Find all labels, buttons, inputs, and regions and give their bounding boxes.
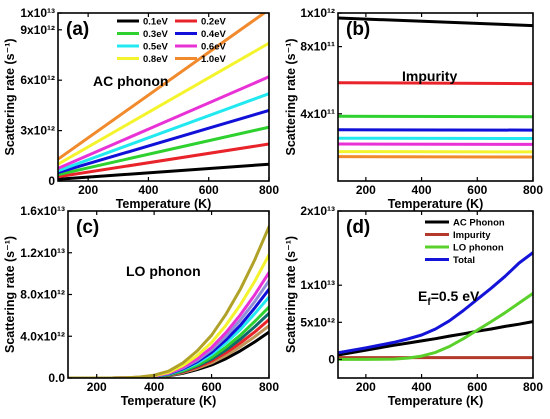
x-tick-label: 200 <box>356 380 376 394</box>
x-tick-label: 400 <box>412 380 432 394</box>
y-tick-label: 0 <box>48 174 55 188</box>
series-line-extra4 <box>68 225 269 378</box>
series-line-0-2ev <box>58 142 269 179</box>
y-tick-label: 5x10¹² <box>300 315 335 329</box>
x-tick-label: 600 <box>202 380 222 394</box>
legend-label: 0.2eV <box>201 17 226 28</box>
y-tick-label: 3x10¹² <box>20 124 55 138</box>
series-line-0-5ev <box>58 92 269 173</box>
x-tick-label: 600 <box>467 183 487 197</box>
series-group <box>68 225 269 378</box>
legend-panel-a: 0.1eV 0.2eV 0.3eV 0.4eV 0.5eV 0.6eV 0.8eV 1.0eV <box>117 17 226 65</box>
x-axis-title: Temperature (K) <box>388 197 484 211</box>
legend-label: 0.8eV <box>143 54 168 65</box>
y-tick-label: 1.6x10¹³ <box>20 204 65 218</box>
panel-a: 200 400 600 800 0 3x10¹² 6x10¹² 9x10¹² 1x10¹³ Tem… <box>3 6 279 211</box>
series-line-total <box>338 251 533 355</box>
series-line-0.1eV <box>338 16 533 28</box>
x-axis-title: Temperature (K) <box>121 394 217 408</box>
panel-label: (c) <box>76 217 99 238</box>
series-line-0-1ev <box>58 162 269 181</box>
y-tick-label: 2x10¹³ <box>300 204 335 218</box>
panel-title-impurity: Impurity <box>402 68 457 84</box>
x-tick-label: 400 <box>144 380 164 394</box>
legend-label: Impurity <box>453 230 491 241</box>
y-tick-label: 1.2x10¹³ <box>20 246 65 260</box>
x-tick-label: 800 <box>259 183 279 197</box>
plot-frame <box>337 210 534 379</box>
y-tick-label: 1x10¹³ <box>20 6 55 20</box>
y-axis-title: Scattering rate (s⁻¹) <box>3 236 17 353</box>
series-line-lo-phonon <box>338 291 533 361</box>
panel-c: 200 400 600 800 0.0 4.0x10¹² 8.0x10¹² 1.2x10¹³ 1… <box>3 204 279 408</box>
series-group <box>338 251 533 361</box>
series-line-0-6ev <box>58 75 269 170</box>
x-tick-label: 600 <box>199 183 219 197</box>
y-axis-title: Scattering rate (s⁻¹) <box>3 38 17 155</box>
panel-title-ac-phonon: AC phonon <box>93 73 168 89</box>
legend-label: 0.4eV <box>201 29 226 40</box>
x-tick-label: 200 <box>78 183 98 197</box>
fermi-e: E <box>418 288 427 304</box>
plot-frame <box>337 12 534 182</box>
x-axis-title: Temperature (K) <box>388 394 484 408</box>
y-tick-label: 4.0x10¹² <box>20 329 65 343</box>
fermi-value: =0.5 eV <box>431 288 480 304</box>
y-tick-label: 4x10¹¹ <box>300 107 335 121</box>
x-tick-label: 200 <box>356 183 376 197</box>
legend-label: Total <box>453 255 475 266</box>
legend-label: AC Phonon <box>453 218 505 229</box>
x-tick-label: 800 <box>523 380 543 394</box>
y-tick-label: 1x10¹³ <box>300 278 335 292</box>
series-line-1-0ev <box>58 13 267 161</box>
fermi-sub: f <box>427 297 431 308</box>
series-group <box>338 16 533 159</box>
legend-label: 0.1eV <box>143 17 168 28</box>
panel-d: 200 400 600 800 0 5x10¹² 1x10¹³ 2x10¹³ Temperatu… <box>284 204 543 408</box>
x-tick-label: 400 <box>138 183 158 197</box>
x-axis-title: Temperature (K) <box>116 197 212 211</box>
panel-title-lo-phonon: LO phonon <box>126 263 201 279</box>
series-line-ac-phonon <box>338 320 533 357</box>
y-tick-label: 6x10¹² <box>20 73 55 87</box>
y-tick-label: 9x10¹² <box>20 23 55 37</box>
y-tick-label: 8x10¹¹ <box>300 40 335 54</box>
legend-label: LO phonon <box>453 243 504 254</box>
legend-label: 1.0eV <box>201 54 226 65</box>
fermi-energy-annotation: Ef=0.5 eV <box>418 288 480 308</box>
series-line-0.2eV <box>338 81 533 86</box>
x-tick-label: 800 <box>523 183 543 197</box>
series-line-0-3ev <box>58 125 269 177</box>
y-axis-title: Scattering rate (s⁻¹) <box>284 38 298 155</box>
panel-label: (d) <box>346 217 370 238</box>
series-line-0-4ev <box>58 108 269 175</box>
series-line-0.4eV <box>68 287 269 378</box>
y-tick-label: 0 <box>328 352 335 366</box>
y-tick-label: 0.0 <box>48 371 65 385</box>
y-tick-label: 1x10¹² <box>300 6 335 20</box>
series-group <box>58 13 269 181</box>
legend-label: 0.5eV <box>143 42 168 53</box>
series-line-0-8ev <box>58 41 269 166</box>
x-tick-label: 800 <box>259 380 279 394</box>
panel-label: (a) <box>66 19 89 40</box>
panel-b: 200 400 600 800 4x10¹¹ 8x10¹¹ 1x10¹² Temperatur… <box>284 6 543 211</box>
x-tick-label: 400 <box>412 183 432 197</box>
x-tick-label: 200 <box>87 380 107 394</box>
legend-label: 0.6eV <box>201 42 226 53</box>
y-tick-label: 8.0x10¹² <box>20 288 65 302</box>
x-tick-label: 600 <box>467 380 487 394</box>
plot-frame <box>57 12 270 182</box>
panel-label: (b) <box>346 19 370 40</box>
legend-label: 0.3eV <box>143 29 168 40</box>
y-axis-title: Scattering rate (s⁻¹) <box>284 236 298 353</box>
